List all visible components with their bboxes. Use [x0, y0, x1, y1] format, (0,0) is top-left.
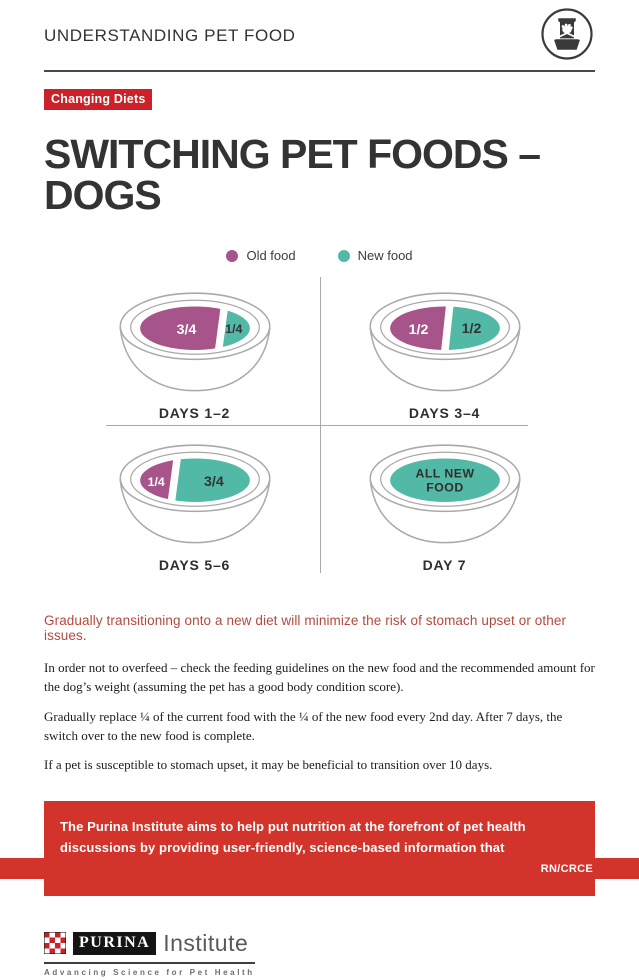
bowl-days-1-2: 3/4 1/4 DAYS 1–2 [70, 273, 320, 425]
legend-new-label: New food [357, 248, 413, 263]
header: UNDERSTANDING PET FOOD [44, 8, 595, 72]
old-fraction-label: 3/4 [176, 322, 196, 338]
bowl-day-7: ALL NEW FOOD DAY 7 [320, 425, 570, 577]
footer-code: RN/CRCE [540, 862, 593, 875]
bowl-graphic-days-5-6: 1/4 3/4 [118, 444, 271, 544]
purina-wordmark: PURINA [73, 931, 157, 955]
purina-mission-box: The Purina Institute aims to help put nu… [44, 801, 595, 896]
new-fraction-label: 1/4 [225, 322, 242, 336]
intro-statement: Gradually transitioning onto a new diet … [44, 613, 567, 643]
bowl-days-5-6: 1/4 3/4 DAYS 5–6 [70, 425, 320, 577]
institute-wordmark: Institute [163, 929, 249, 956]
new-fraction-label: 3/4 [204, 474, 224, 490]
purina-checkerboard-icon [44, 932, 66, 955]
legend: Old food New food [44, 248, 595, 263]
footer-bar: RN/CRCE [0, 858, 639, 879]
page-title: SWITCHING PET FOODS – DOGS [44, 131, 541, 218]
pet-food-bag-bowl-icon [541, 8, 593, 60]
bowl-label-days-5-6: DAYS 5–6 [158, 557, 231, 573]
header-title: UNDERSTANDING PET FOOD [44, 26, 296, 45]
paragraph-overfeed: In order not to overfeed – check the fee… [44, 660, 595, 694]
paragraph-susceptible: If a pet is susceptible to stomach upset… [44, 757, 493, 773]
all-new-food-label-line1: ALL NEW [415, 466, 474, 480]
bowl-graphic-day-7: ALL NEW FOOD [368, 444, 521, 544]
legend-old-label: Old food [246, 248, 296, 263]
logo-tagline: Advancing Science for Pet Health [44, 961, 255, 977]
all-new-food-label-line2: FOOD [426, 481, 463, 495]
legend-item-old-food: Old food [226, 248, 296, 263]
old-fraction-label: 1/4 [147, 475, 164, 489]
bowl-label-days-3-4: DAYS 3–4 [408, 405, 481, 421]
bowl-graphic-days-3-4: 1/2 1/2 [368, 292, 521, 392]
new-fraction-label: 1/2 [461, 321, 481, 337]
old-food-dot-icon [226, 249, 239, 262]
bowl-label-day-7: DAY 7 [422, 557, 467, 573]
transition-diagram: 3/4 1/4 DAYS 1–2 1/2 1/2 DAYS 3–4 [70, 273, 570, 577]
bowl-graphic-days-1-2: 3/4 1/4 [118, 292, 271, 392]
new-food-dot-icon [337, 249, 350, 262]
bowl-days-3-4: 1/2 1/2 DAYS 3–4 [320, 273, 570, 425]
horizontal-divider [105, 425, 528, 426]
paragraph-replace: Gradually replace ¼ of the current food … [44, 708, 563, 743]
section-badge: Changing Diets [44, 89, 153, 110]
old-fraction-label: 1/2 [408, 322, 428, 338]
purina-institute-logo: PURINA Institute Advancing Science for P… [44, 930, 255, 977]
legend-item-new-food: New food [337, 248, 413, 263]
bowl-label-days-1-2: DAYS 1–2 [158, 405, 231, 421]
body-copy: In order not to overfeed – check the fee… [44, 659, 595, 775]
